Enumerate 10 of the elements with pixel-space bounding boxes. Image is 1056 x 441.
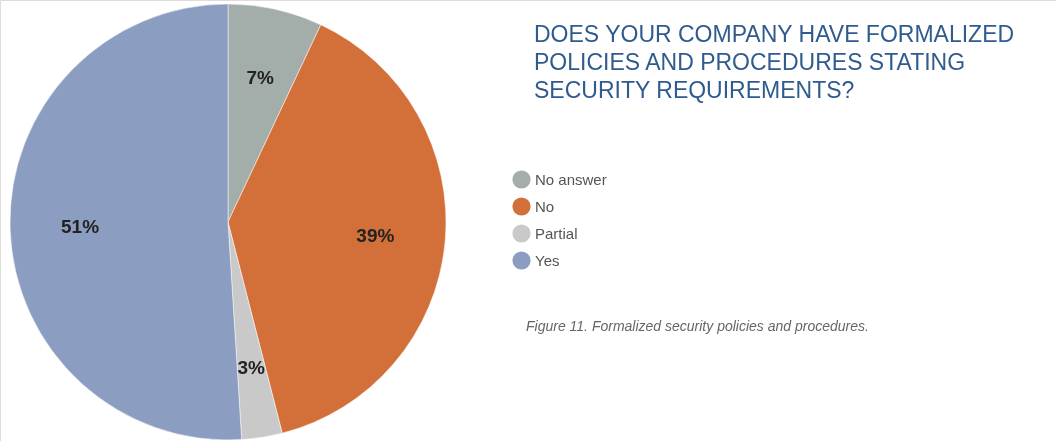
data-label: 3% [237, 357, 265, 379]
text: DOES YOUR COMPANY HAVE FORMALIZED POLICIES AND PROCEDURES STATING SECURITY REQUIREMENTS? [534, 21, 1015, 103]
legend-label: No answer [535, 170, 607, 188]
data-label: 51% [61, 215, 100, 237]
data-label: 39% [356, 224, 395, 246]
caption: Figure 11. Formalized security policies and procedures. [526, 318, 869, 334]
data-label: 7% [246, 66, 275, 88]
legend-label: Partial [535, 224, 578, 242]
legend-label: No [535, 197, 555, 215]
legend-label: Yes [535, 251, 560, 269]
